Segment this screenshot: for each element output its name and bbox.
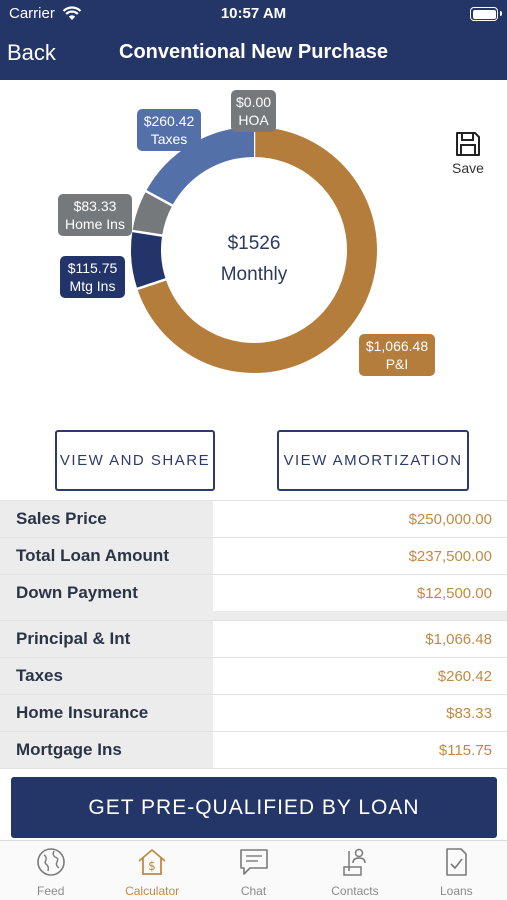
header: Carrier 10:57 AM Back Conventional New P… <box>0 0 507 80</box>
table-row: Total Loan Amount $237,500.00 <box>0 538 507 575</box>
clock: 10:57 AM <box>220 5 287 22</box>
home-ins-amount: $83.33 <box>73 198 117 214</box>
row-label: Sales Price <box>0 501 213 537</box>
row-value: $1,066.48 <box>213 621 507 657</box>
donut-segment-divider <box>144 189 174 208</box>
table-row: Down Payment $12,500.00 <box>0 575 507 612</box>
mtg-ins-label: Mtg Ins <box>69 278 116 294</box>
row-label: Home Insurance <box>0 695 213 731</box>
donut-segment-home-ins <box>132 191 173 237</box>
pi-tag: $1,066.48 P&I <box>359 334 435 376</box>
donut-segment-divider <box>131 229 164 237</box>
row-label: Down Payment <box>0 575 213 611</box>
tab-chat[interactable]: Chat <box>203 841 304 900</box>
table-row: Taxes $260.42 <box>0 658 507 695</box>
mtg-ins-tag: $115.75 Mtg Ins <box>60 256 125 298</box>
taxes-amount: $260.42 <box>143 113 195 129</box>
donut-segment-p-i <box>137 127 377 373</box>
loan-summary-table: Sales Price $250,000.00 Total Loan Amoun… <box>0 500 507 612</box>
save-label: Save <box>452 160 484 176</box>
hoa-tag: $0.00 HOA <box>231 90 276 132</box>
table-row: Mortgage Ins $115.75 <box>0 732 507 769</box>
mtg-ins-amount: $115.75 <box>67 260 118 276</box>
nav-bar: Back Conventional New Purchase <box>0 36 507 70</box>
globe-icon <box>36 848 65 876</box>
battery-icon <box>470 7 502 21</box>
row-label: Principal & Int <box>0 621 213 657</box>
pi-label: P&I <box>385 356 409 372</box>
monthly-label: Monthly <box>220 264 288 285</box>
wifi-icon <box>62 6 82 20</box>
donut-segment-divider <box>135 277 168 291</box>
row-value: $12,500.00 <box>213 575 507 611</box>
floppy-disk-icon <box>456 132 480 156</box>
donut-chart <box>131 126 377 373</box>
row-value: $250,000.00 <box>213 501 507 537</box>
get-pre-qualified-button[interactable]: GET PRE-QUALIFIED BY LOAN <box>11 777 497 838</box>
tab-loans[interactable]: Loans <box>406 841 507 900</box>
section-divider <box>0 611 507 620</box>
donut-segment-mtg-ins <box>131 230 166 289</box>
tab-label: Feed <box>37 884 65 898</box>
save-button[interactable]: Save <box>449 131 487 176</box>
row-label: Total Loan Amount <box>0 538 213 574</box>
page-title: Conventional New Purchase <box>119 41 388 63</box>
row-label: Taxes <box>0 658 213 694</box>
hoa-label: HOA <box>238 112 269 128</box>
payment-breakdown-chart: $1526 Monthly $0.00 HOA $260.42 Taxes $8… <box>0 80 507 420</box>
table-row: Principal & Int $1,066.48 <box>0 621 507 658</box>
table-row: Sales Price $250,000.00 <box>0 501 507 538</box>
table-row: Home Insurance $83.33 <box>0 695 507 732</box>
home-ins-label: Home Ins <box>65 216 125 232</box>
tab-label: Contacts <box>331 884 379 898</box>
tab-label: Chat <box>240 884 267 898</box>
back-button[interactable]: Back <box>7 40 56 65</box>
row-value: $237,500.00 <box>213 538 507 574</box>
tab-label: Calculator <box>125 884 180 898</box>
tab-feed[interactable]: Feed <box>0 841 101 900</box>
contacts-icon <box>343 848 366 876</box>
row-value: $83.33 <box>213 695 507 731</box>
donut-segment-taxes <box>145 127 255 206</box>
chat-icon <box>239 849 268 875</box>
row-value: $260.42 <box>213 658 507 694</box>
taxes-tag: $260.42 Taxes <box>137 109 201 151</box>
payment-table: Principal & Int $1,066.48 Taxes $260.42 … <box>0 620 507 769</box>
tab-contacts[interactable]: Contacts <box>304 841 405 900</box>
carrier-label: Carrier <box>9 5 55 22</box>
pi-amount: $1,066.48 <box>365 338 429 354</box>
tab-calculator[interactable]: $ Calculator <box>101 841 202 900</box>
house-dollar-icon: $ <box>138 849 166 875</box>
view-and-share-button[interactable]: VIEW AND SHARE <box>55 430 215 491</box>
row-label: Mortgage Ins <box>0 732 213 768</box>
document-check-icon <box>446 848 468 876</box>
view-amortization-button[interactable]: VIEW AMORTIZATION <box>277 430 469 491</box>
monthly-total: $1526 <box>227 233 281 254</box>
hoa-amount: $0.00 <box>236 94 272 110</box>
row-value: $115.75 <box>213 732 507 768</box>
tab-bar: Feed $ Calculator Chat Contacts Loans <box>0 840 507 900</box>
taxes-label: Taxes <box>150 131 188 147</box>
status-bar: Carrier 10:57 AM <box>0 0 507 28</box>
tab-label: Loans <box>439 884 473 898</box>
home-ins-tag: $83.33 Home Ins <box>58 194 132 236</box>
svg-text:$: $ <box>148 859 156 873</box>
